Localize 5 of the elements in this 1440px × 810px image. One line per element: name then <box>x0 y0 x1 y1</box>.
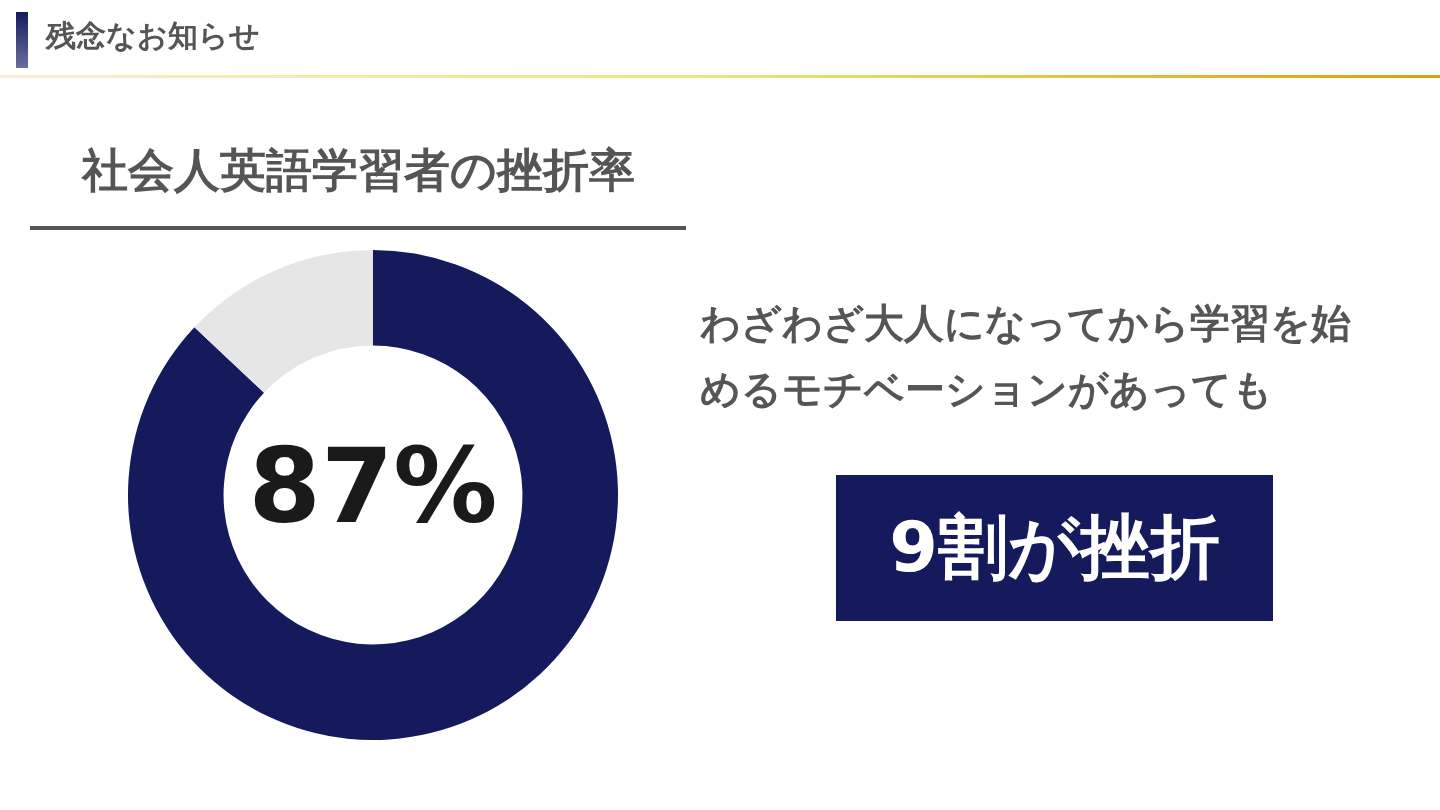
data-label: 87% <box>248 425 498 548</box>
chart-subtitle: 残念なお知らせ <box>46 17 260 55</box>
text: わざわざ大人になってから学習を始めるモチベーションがあっても <box>700 299 1352 414</box>
chart-title: 社会人英語学習者の挫折率 <box>80 142 636 199</box>
text: 9割が挫折 <box>836 475 1273 621</box>
